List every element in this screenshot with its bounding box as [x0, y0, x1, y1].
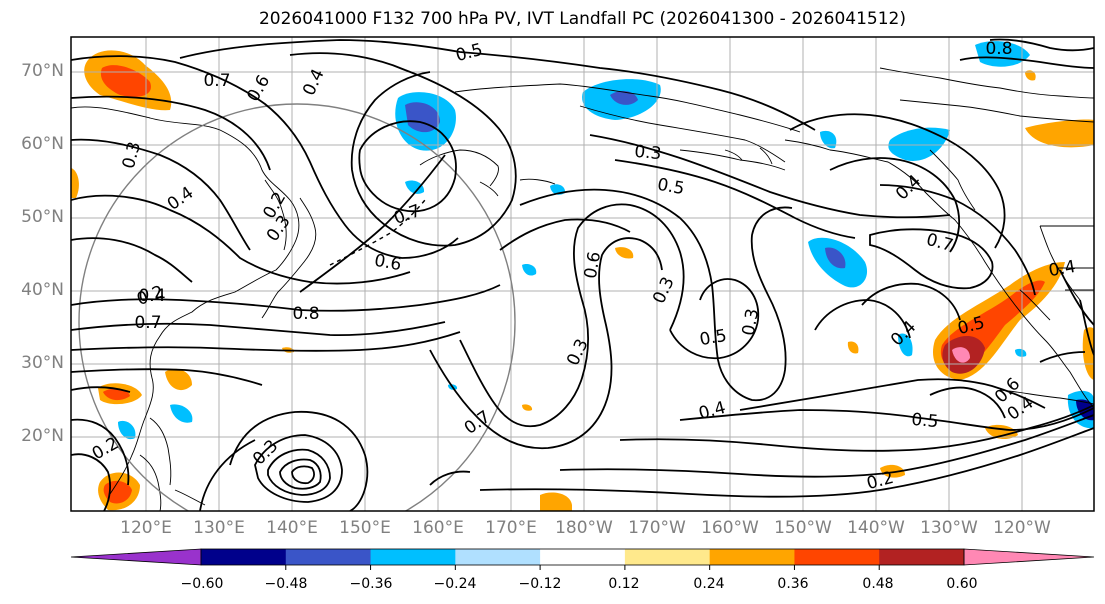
contour-label: 0.5	[698, 326, 728, 350]
lon-label: 130°W	[920, 518, 978, 538]
shading-positive	[165, 368, 192, 391]
pv-contours	[71, 38, 1094, 511]
colorbar-box	[201, 549, 287, 565]
lon-label: 120°W	[993, 518, 1051, 538]
lon-label: 160°E	[412, 518, 464, 538]
colorbar-tick-label: 0.48	[862, 576, 894, 592]
contour-label: 0.7	[134, 313, 161, 333]
shading-negative	[405, 102, 440, 133]
shading-negative	[1015, 348, 1027, 357]
figure-title: 2026041000 F132 700 hPa PV, IVT Landfall…	[258, 9, 906, 29]
contour-label: 0.5	[656, 175, 686, 199]
shading-negative	[820, 130, 837, 149]
shading-negative	[825, 247, 846, 269]
shading-positive	[103, 388, 130, 401]
colorbar-tick-label: −0.12	[518, 576, 562, 592]
lon-label: 170°E	[485, 518, 537, 538]
lat-label: 70°N	[21, 61, 64, 81]
colorbar-tick-label: −0.48	[264, 576, 308, 592]
contour-label: 0.4	[1047, 257, 1077, 281]
shading-positive	[952, 347, 970, 363]
colorbar-box	[879, 549, 965, 565]
colorbar-box	[285, 549, 372, 565]
colorbar-tick-label: −0.24	[433, 576, 477, 592]
colorbar-extend-low	[70, 548, 202, 566]
colorbar-tick-label: −0.36	[349, 576, 393, 592]
colorbar-tick-label: 0.24	[693, 576, 725, 592]
contour-label: 0.7	[203, 71, 230, 91]
shading-positive	[847, 341, 859, 354]
contour-label: 0.8	[985, 39, 1012, 59]
colorbar-tick-label: 0.60	[946, 576, 978, 592]
lon-label: 140°W	[847, 518, 905, 538]
colorbar	[70, 548, 1095, 570]
colorbar-box	[794, 549, 880, 565]
shading-negative	[405, 180, 425, 194]
shading-negative	[522, 264, 537, 276]
contour-label: 0.3	[634, 142, 663, 164]
shading-positive	[615, 247, 634, 259]
shading-positive	[522, 404, 533, 411]
lat-label: 40°N	[21, 280, 64, 300]
lon-label: 130°E	[193, 518, 245, 538]
shading-negative	[170, 404, 193, 423]
lon-label: 140°E	[266, 518, 318, 538]
lon-label: 170°W	[628, 518, 686, 538]
lat-label: 50°N	[21, 207, 64, 227]
shading-positive	[71, 168, 79, 198]
shading-positive	[540, 492, 572, 511]
colorbar-box	[455, 549, 541, 565]
contour-label: 0.8	[292, 304, 319, 324]
lat-label: 20°N	[21, 426, 64, 446]
shading-negative	[118, 420, 136, 440]
lat-label: 30°N	[21, 353, 64, 373]
lon-label: 180°W	[555, 518, 613, 538]
shading-negative	[888, 127, 950, 161]
contour-label: 0.4	[138, 286, 165, 306]
lon-label: 150°W	[774, 518, 832, 538]
shading-negative	[898, 333, 913, 357]
contour-label: 0.6	[581, 250, 605, 280]
shading-negative	[1025, 70, 1036, 81]
shading-positive	[1082, 327, 1094, 380]
shading-negative	[975, 41, 1030, 67]
contour-label: 0.3	[739, 307, 763, 337]
colorbar-tick-label: 0.36	[777, 576, 809, 592]
colorbar-box	[370, 549, 456, 565]
shading-positive	[100, 65, 151, 97]
colorbar-extend-high	[963, 548, 1095, 566]
shading-positive	[1025, 119, 1094, 148]
lon-label: 120°E	[120, 518, 172, 538]
contour-label: 0.5	[911, 410, 940, 432]
shading-negative	[610, 90, 638, 105]
colorbar-tick-label: 0.12	[608, 576, 640, 592]
contour-label: 0.6	[373, 251, 403, 275]
landfall-radius-circle	[78, 103, 516, 511]
lon-label: 150°E	[339, 518, 391, 538]
shading-positive	[880, 464, 905, 478]
dashed-contour	[329, 199, 426, 266]
colorbar-box	[709, 549, 795, 565]
colorbar-tick-label: −0.60	[180, 576, 224, 592]
lat-label: 60°N	[21, 134, 64, 154]
lon-label: 160°W	[701, 518, 759, 538]
colorbar-box	[624, 549, 711, 565]
colorbar-box	[540, 549, 626, 565]
